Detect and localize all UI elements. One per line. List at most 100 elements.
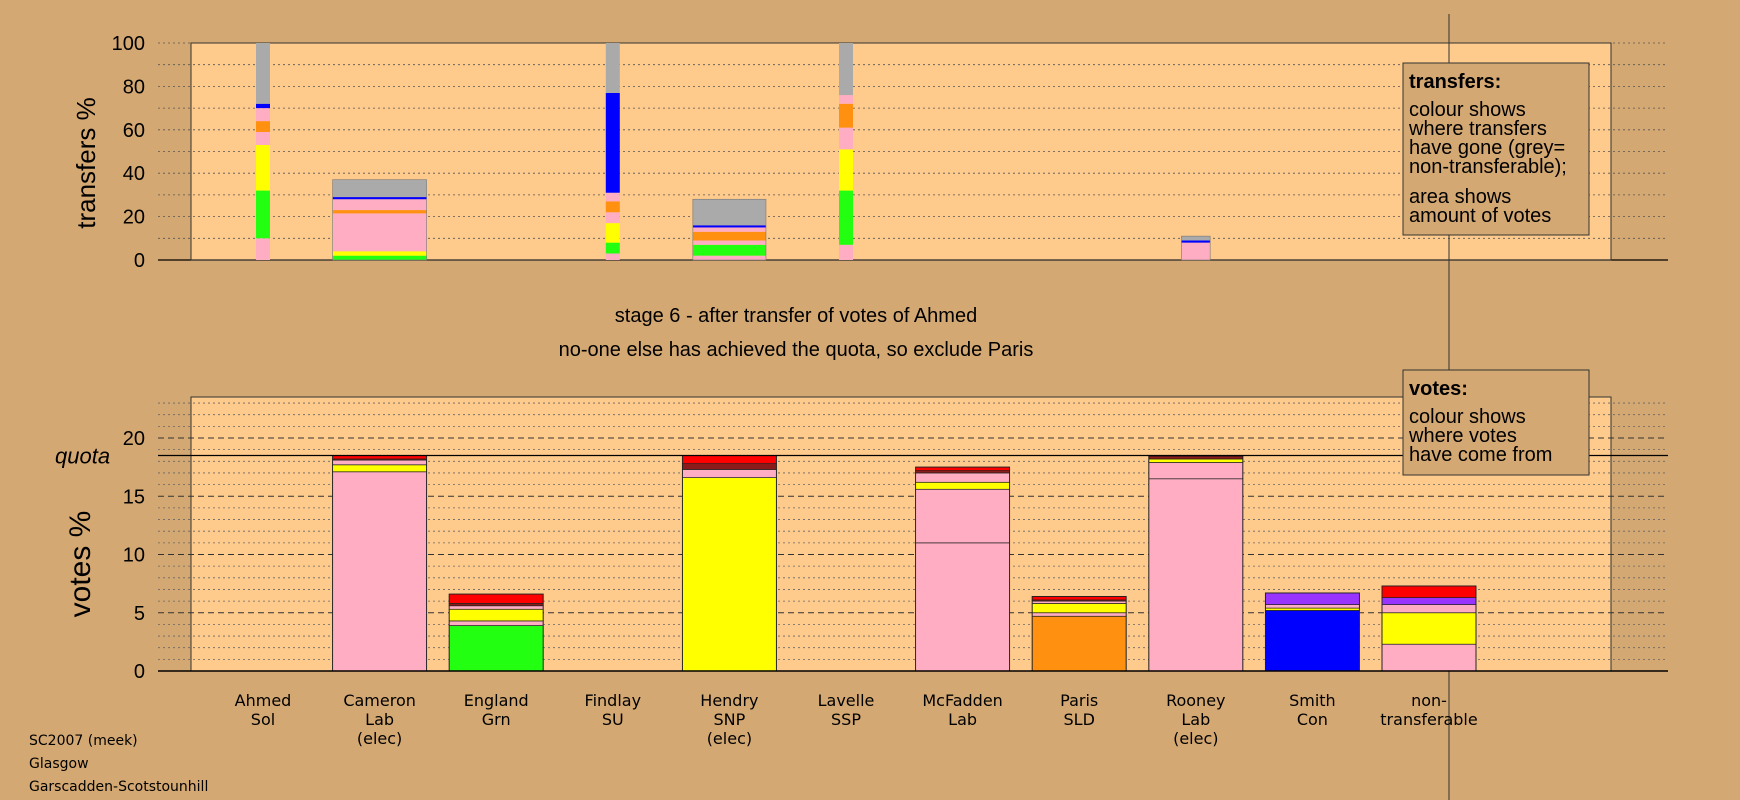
vote-segment (915, 481, 1010, 490)
transfers-tick-label: 40 (123, 163, 145, 185)
vote-segment (682, 477, 777, 672)
candidate-name: Cameron (343, 691, 416, 710)
candidate-name: England (464, 691, 529, 710)
transfers-tick-label: 60 (123, 120, 145, 142)
transfer-segment (256, 131, 270, 145)
candidate-name: Rooney (1166, 691, 1225, 710)
transfer-segment (839, 43, 853, 96)
transfer-segment (256, 144, 270, 191)
vote-segment (448, 608, 544, 622)
candidate-status: (elec) (707, 729, 752, 748)
vote-segment (1381, 643, 1477, 672)
transfer-bar-outline (332, 179, 427, 261)
candidate-name: Findlay (585, 691, 642, 710)
vote-segment (915, 542, 1010, 672)
transfers-plot-frame (190, 42, 1612, 261)
transfer-segment (1181, 240, 1211, 243)
votes-tick-label: 10 (123, 545, 145, 567)
candidate-labels: AhmedSolCameronLab(elec)EnglandGrnFindla… (235, 691, 1478, 748)
vote-segment (1031, 596, 1127, 601)
transfer-segment (605, 253, 620, 260)
transfers-legend-line: area shows (1409, 186, 1511, 208)
transfers-tick-label: 0 (134, 250, 145, 272)
transfer-segment (839, 95, 853, 104)
candidate-name: non- (1411, 691, 1447, 710)
transfer-segment (839, 190, 853, 245)
vote-segment (915, 472, 1010, 483)
vote-segment (1148, 478, 1244, 672)
vote-segment (682, 455, 777, 464)
candidate-party: Lab (365, 710, 394, 729)
vote-segment (1381, 612, 1477, 645)
transfers-y-ticks: 0 20 40 60 80 100 (112, 33, 145, 272)
votes-bars (332, 455, 1477, 672)
candidate-party: SLD (1064, 710, 1095, 729)
transfer-segment (605, 43, 620, 93)
footer-council: Glasgow (29, 756, 89, 772)
transfer-segment (332, 199, 427, 211)
footer-method: SC2007 (meek) (29, 733, 138, 749)
candidate-party: transferable (1380, 710, 1477, 729)
transfer-segment (692, 255, 766, 260)
transfer-segment (692, 199, 766, 226)
transfer-segment (692, 225, 766, 228)
vote-segment (332, 459, 427, 466)
vote-segment (448, 625, 544, 672)
votes-legend-box (1402, 369, 1590, 476)
vote-segment (1381, 597, 1477, 605)
transfer-segment (605, 212, 620, 224)
candidate-name: Paris (1060, 691, 1098, 710)
transfer-segment (256, 108, 270, 122)
transfers-legend-line: non-transferable); (1409, 156, 1567, 178)
transfer-segment (256, 190, 270, 239)
votes-legend-line: have come from (1409, 444, 1552, 466)
candidate-party: Lab (948, 710, 977, 729)
transfer-segment (1181, 242, 1211, 260)
vote-segment (682, 463, 777, 470)
transfers-y-axis-title: transfers % (71, 97, 101, 229)
transfer-segment (692, 244, 766, 256)
votes-tick-label: 5 (134, 603, 145, 625)
candidate-name: McFadden (922, 691, 1002, 710)
vote-segment (682, 469, 777, 478)
candidate-name: Hendry (700, 691, 758, 710)
vote-segment (915, 466, 1010, 471)
transfer-segment (256, 238, 270, 260)
transfer-segment (332, 197, 427, 200)
transfer-segment (332, 213, 427, 252)
vote-segment (448, 605, 544, 610)
transfer-bar-outline (1181, 235, 1211, 261)
candidate-party: Con (1297, 710, 1328, 729)
transfers-legend-line: have gone (grey= (1409, 137, 1565, 159)
transfers-panel: 0 20 40 60 80 100 transfers % (71, 33, 1668, 272)
transfer-segment (1181, 236, 1211, 241)
vote-segment (915, 488, 1010, 544)
votes-legend-title: votes: (1409, 378, 1468, 400)
candidate-party: Grn (482, 710, 511, 729)
votes-legend: votes: colour shows where votes have com… (1402, 369, 1590, 476)
footer-ward: Garscadden-Scotstounhill (29, 779, 209, 795)
transfer-bar-outline (692, 198, 767, 261)
transfer-segment (839, 103, 853, 128)
transfers-tick-label: 100 (112, 33, 145, 55)
exclusion-note: no-one else has achieved the quota, so e… (559, 339, 1034, 361)
votes-tick-label: 15 (123, 486, 145, 508)
transfer-segment (256, 121, 270, 132)
votes-y-axis-title: votes % (64, 511, 97, 618)
candidate-name: Lavelle (818, 691, 875, 710)
vote-segment (1381, 585, 1477, 598)
vote-segment (332, 464, 427, 473)
candidate-status: (elec) (1173, 729, 1218, 748)
vote-segment (448, 620, 544, 626)
vote-segment (448, 593, 544, 604)
transfers-legend-title: transfers: (1409, 71, 1501, 93)
candidate-party: SSP (831, 710, 861, 729)
transfers-tick-label: 20 (123, 207, 145, 229)
transfer-segment (839, 244, 853, 260)
transfers-legend-box (1402, 62, 1590, 236)
vote-segment (1265, 604, 1360, 609)
transfers-tick-label: 80 (123, 76, 145, 98)
votes-legend-line: colour shows (1409, 406, 1526, 428)
